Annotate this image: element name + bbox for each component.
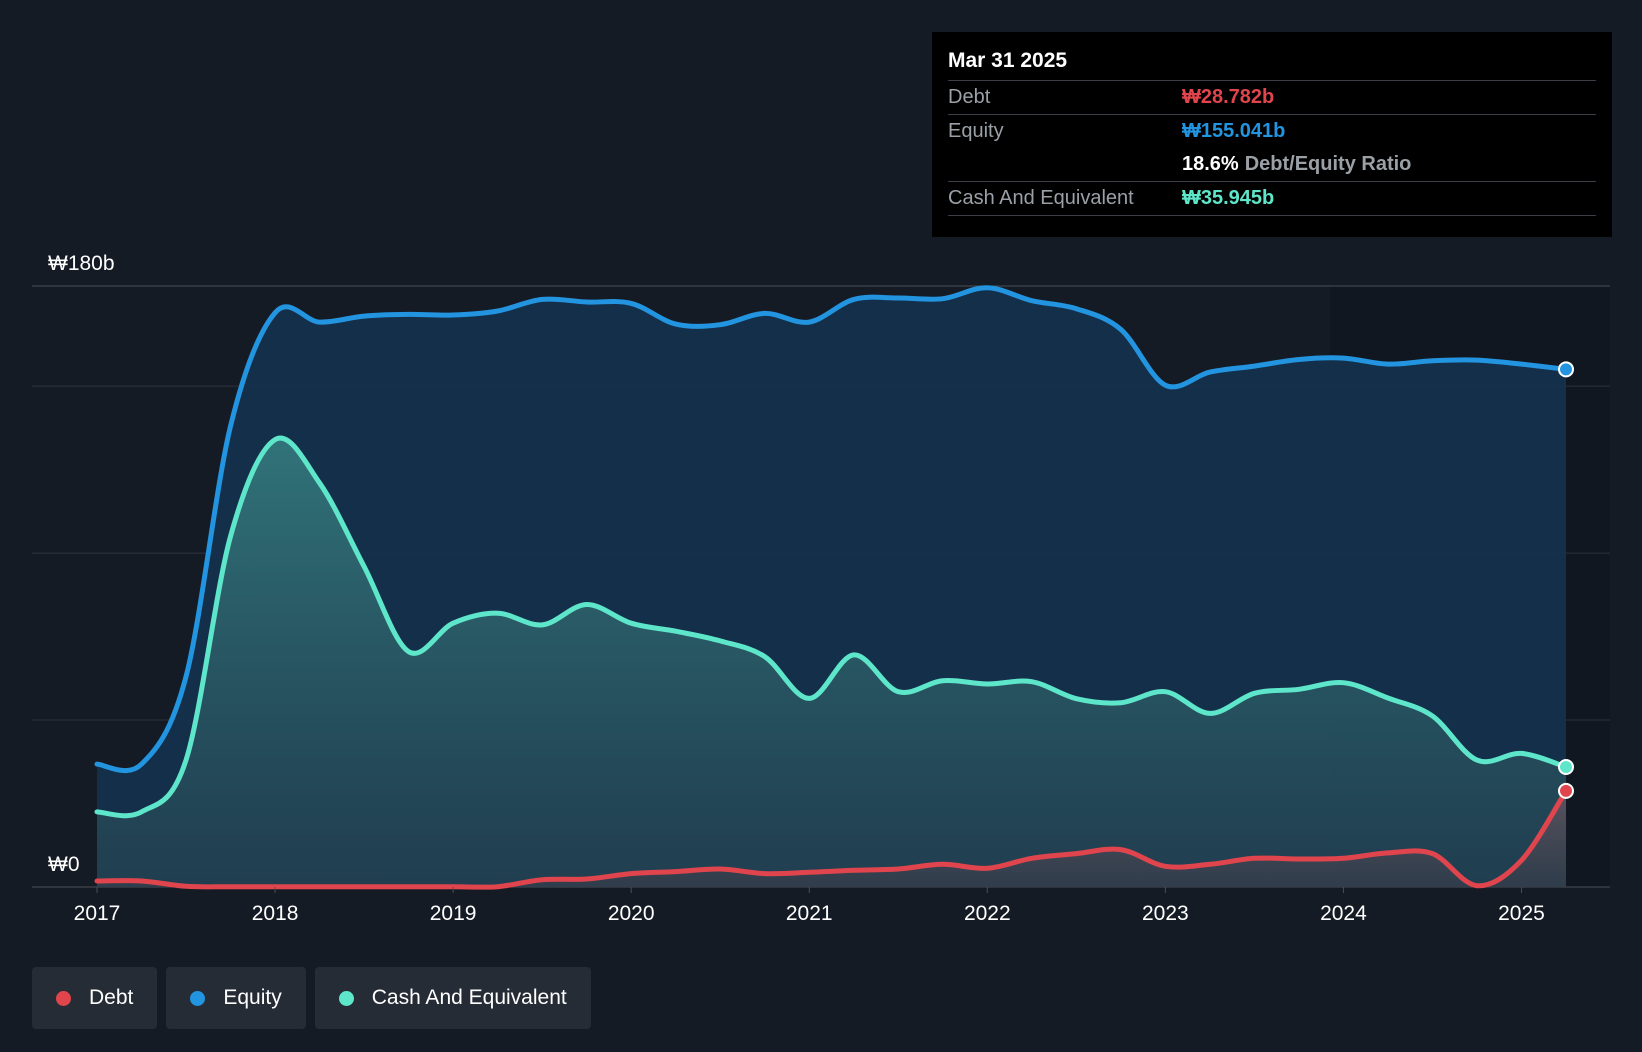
x-tick-label-2019: 2019 bbox=[430, 902, 477, 925]
tooltip-ratio-label: Debt/Equity Ratio bbox=[1244, 153, 1412, 175]
x-tick-label-2017: 2017 bbox=[74, 902, 121, 925]
legend-dot-equity-icon bbox=[190, 990, 206, 1006]
area-debt bbox=[97, 790, 1566, 888]
x-tick-label-2022: 2022 bbox=[964, 902, 1011, 925]
line-cash-and-equivalent bbox=[94, 435, 1569, 819]
legend-item-debt[interactable]: Debt bbox=[32, 967, 158, 1029]
x-tick-label-2020: 2020 bbox=[608, 902, 655, 925]
x-tick-label-2018: 2018 bbox=[252, 902, 299, 925]
line-debt bbox=[94, 788, 1569, 890]
tooltip-cash-value: ₩35.945b bbox=[1182, 187, 1275, 209]
y-tick-label-bottom: ₩0 bbox=[48, 853, 80, 876]
end-markers bbox=[1558, 361, 1574, 799]
tooltip-equity-value: ₩155.041b bbox=[1182, 120, 1286, 142]
x-tick-label-2023: 2023 bbox=[1142, 902, 1189, 925]
chart-legend: Debt Equity Cash And Equivalent bbox=[32, 967, 591, 1029]
x-tick-label-2025: 2025 bbox=[1498, 902, 1545, 925]
tooltip-equity-label: Equity bbox=[948, 120, 1004, 142]
x-tick-label-2021: 2021 bbox=[786, 902, 833, 925]
tooltip-cash-row: Cash And Equivalent ₩35.945b bbox=[948, 181, 1596, 216]
tooltip-date: Mar 31 2025 bbox=[948, 49, 1068, 72]
legend-label-debt: Debt bbox=[89, 986, 134, 1009]
tooltip-debt-label: Debt bbox=[948, 86, 991, 108]
legend-dot-cash-icon bbox=[338, 990, 354, 1006]
tooltip-ratio-row: 18.6% Debt/Equity Ratio bbox=[948, 148, 1596, 181]
tooltip-debt-row: Debt ₩28.782b bbox=[948, 80, 1596, 114]
tooltip-panel: Mar 31 2025 Debt ₩28.782b Equity ₩155.04… bbox=[932, 32, 1612, 237]
end-marker-cash-and-equivalent bbox=[1558, 758, 1574, 775]
legend-dot-debt-icon bbox=[56, 990, 71, 1006]
tooltip-ratio-value: 18.6% bbox=[1182, 153, 1239, 175]
tooltip-cash-label: Cash And Equivalent bbox=[948, 187, 1134, 209]
x-tick-label-2024: 2024 bbox=[1320, 902, 1367, 925]
legend-label-equity: Equity bbox=[223, 986, 282, 1009]
series-areas bbox=[97, 287, 1566, 888]
legend-item-equity[interactable]: Equity bbox=[166, 967, 306, 1029]
series-lines bbox=[94, 285, 1569, 890]
tooltip-debt-value: ₩28.782b bbox=[1182, 86, 1275, 108]
area-cash-and-equivalent bbox=[97, 438, 1566, 887]
legend-label-cash: Cash And Equivalent bbox=[371, 986, 567, 1009]
y-tick-label-top: ₩180b bbox=[48, 252, 115, 275]
end-marker-debt bbox=[1558, 782, 1574, 799]
legend-item-cash[interactable]: Cash And Equivalent bbox=[314, 967, 591, 1029]
tooltip-equity-row: Equity ₩155.041b bbox=[948, 114, 1596, 148]
line-equity bbox=[94, 285, 1569, 774]
axis-labels: ₩180b ₩0 2017 2018 2019 2020 2021 2022 2023 2024 2… bbox=[48, 252, 1545, 925]
end-marker-equity bbox=[1558, 361, 1574, 378]
